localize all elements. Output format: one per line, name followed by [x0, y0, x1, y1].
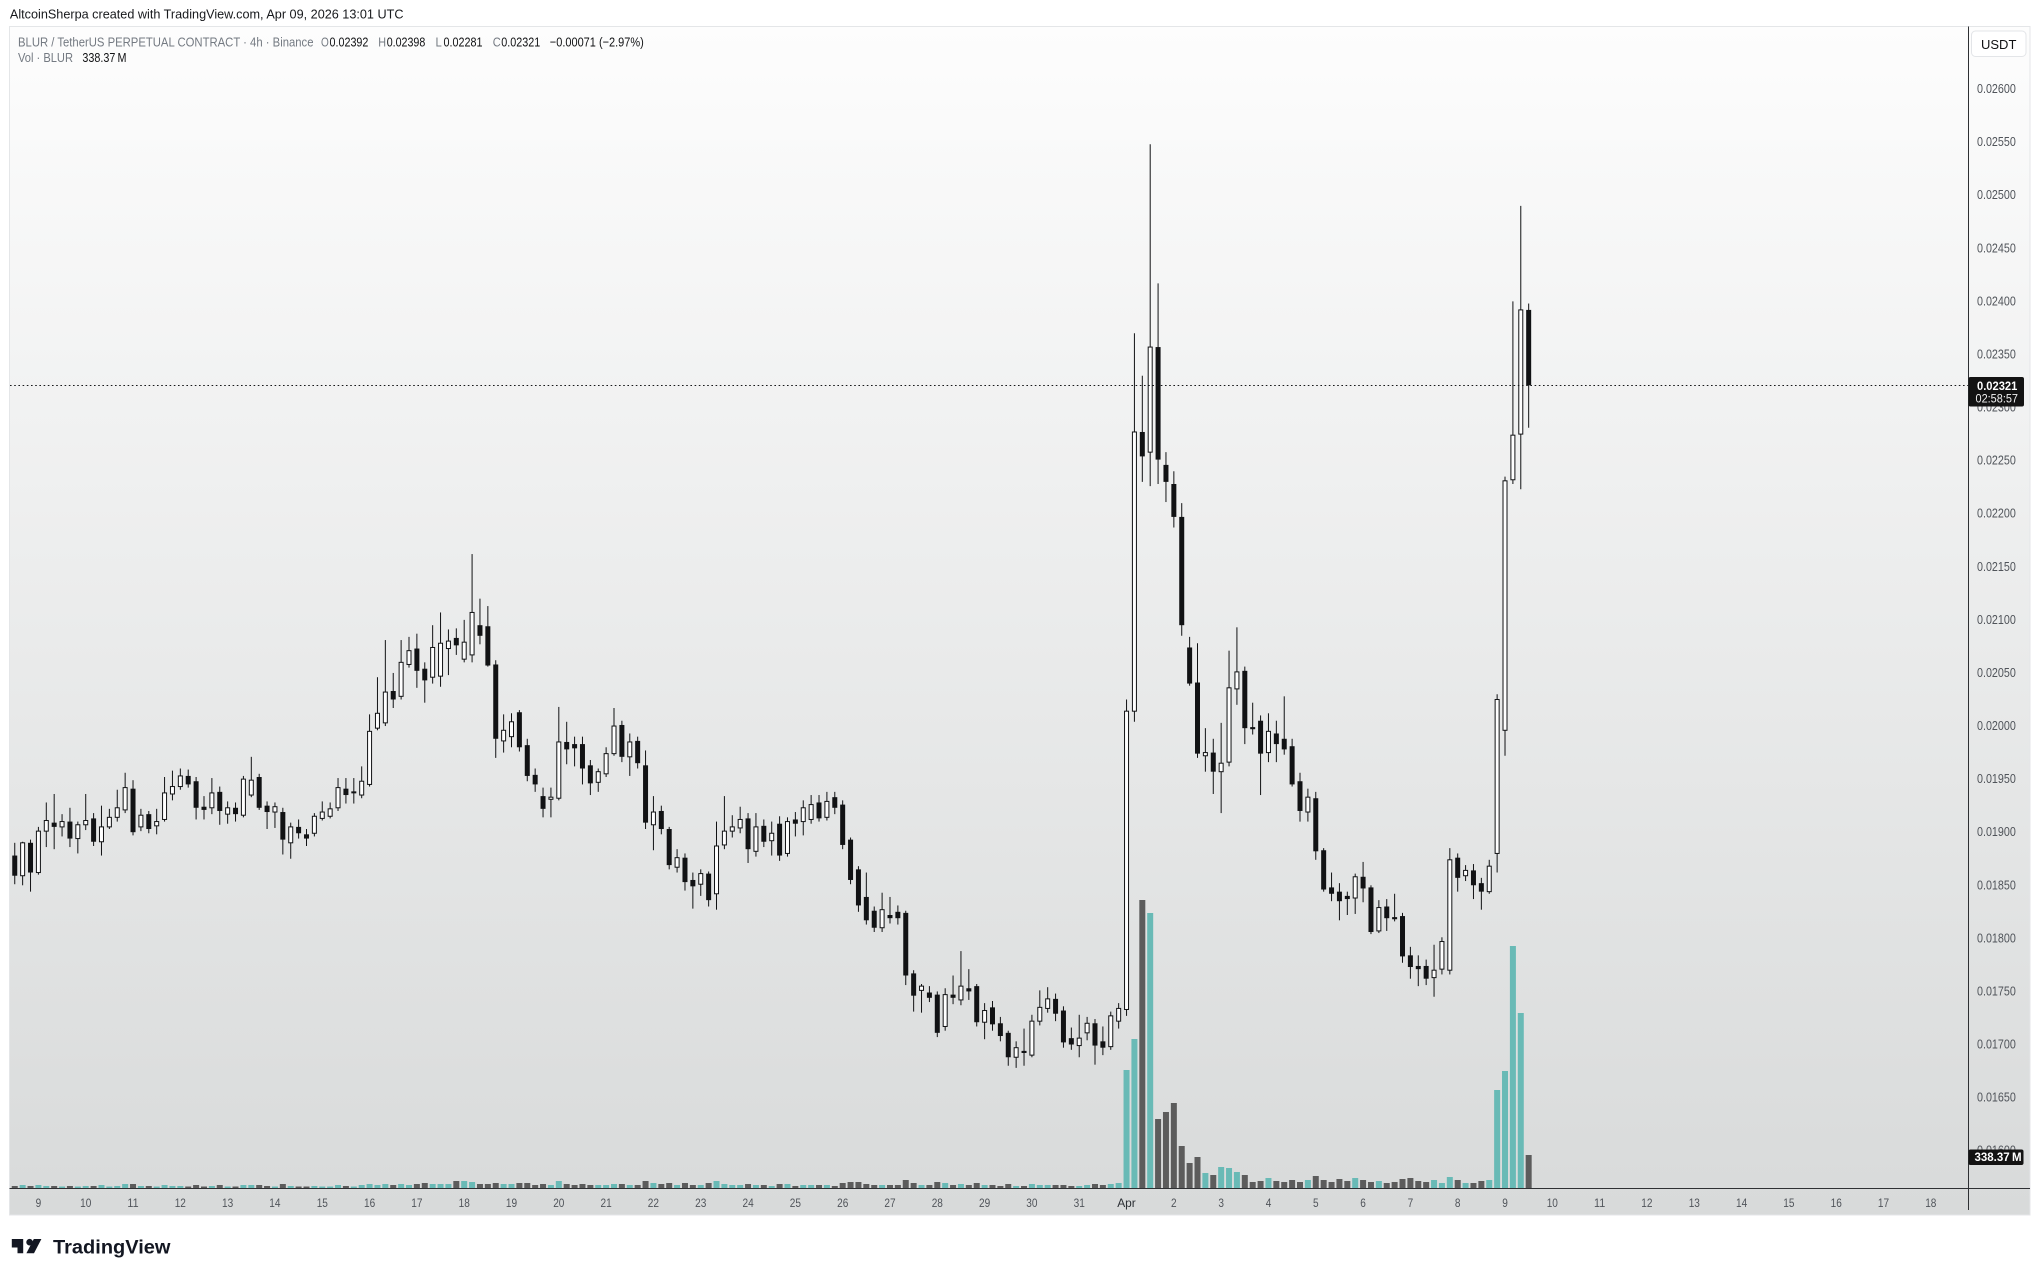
svg-text:0.02398: 0.02398 — [387, 35, 426, 50]
svg-text:15: 15 — [1783, 1196, 1794, 1210]
svg-text:18: 18 — [459, 1196, 470, 1210]
svg-text:0.01950: 0.01950 — [1977, 772, 2016, 786]
svg-text:27: 27 — [884, 1196, 895, 1210]
svg-text:30: 30 — [1026, 1196, 1037, 1210]
svg-text:0.01800: 0.01800 — [1977, 931, 2016, 945]
svg-text:C: C — [493, 35, 501, 50]
svg-text:0.01650: 0.01650 — [1977, 1091, 2016, 1105]
svg-text:14: 14 — [1736, 1196, 1747, 1210]
svg-text:3: 3 — [1218, 1196, 1224, 1210]
svg-text:14: 14 — [269, 1196, 280, 1210]
svg-text:29: 29 — [979, 1196, 990, 1210]
svg-text:9: 9 — [36, 1196, 42, 1210]
svg-text:L: L — [436, 35, 442, 50]
svg-text:19: 19 — [506, 1196, 517, 1210]
svg-text:12: 12 — [1641, 1196, 1652, 1210]
svg-text:0.01900: 0.01900 — [1977, 825, 2016, 839]
svg-text:0.02392: 0.02392 — [330, 35, 369, 50]
svg-text:USDT: USDT — [1981, 37, 2016, 52]
svg-text:13: 13 — [222, 1196, 233, 1210]
svg-text:0.02400: 0.02400 — [1977, 294, 2016, 308]
svg-text:4: 4 — [1266, 1196, 1272, 1210]
svg-text:11: 11 — [127, 1196, 138, 1210]
svg-text:O: O — [321, 35, 329, 50]
svg-text:0.02050: 0.02050 — [1977, 666, 2016, 680]
svg-text:15: 15 — [317, 1196, 328, 1210]
svg-text:338.37 M: 338.37 M — [1975, 1152, 2022, 1164]
svg-text:11: 11 — [1594, 1196, 1605, 1210]
svg-text:0.02450: 0.02450 — [1977, 241, 2016, 255]
svg-text:26: 26 — [837, 1196, 848, 1210]
svg-text:Apr: Apr — [1117, 1196, 1136, 1210]
svg-text:21: 21 — [601, 1196, 612, 1210]
svg-text:22: 22 — [648, 1196, 659, 1210]
svg-text:0.02350: 0.02350 — [1977, 348, 2016, 362]
svg-text:5: 5 — [1313, 1196, 1319, 1210]
svg-text:31: 31 — [1074, 1196, 1085, 1210]
svg-text:0.02250: 0.02250 — [1977, 454, 2016, 468]
svg-text:17: 17 — [411, 1196, 422, 1210]
svg-text:0.01750: 0.01750 — [1977, 984, 2016, 998]
svg-text:23: 23 — [695, 1196, 706, 1210]
svg-text:12: 12 — [175, 1196, 186, 1210]
svg-text:6: 6 — [1360, 1196, 1366, 1210]
svg-text:10: 10 — [1547, 1196, 1558, 1210]
svg-text:28: 28 — [932, 1196, 943, 1210]
svg-text:0.01850: 0.01850 — [1977, 878, 2016, 892]
svg-text:17: 17 — [1878, 1196, 1889, 1210]
svg-text:Vol · BLUR: Vol · BLUR — [18, 50, 73, 65]
svg-text:16: 16 — [1831, 1196, 1842, 1210]
svg-text:0.02000: 0.02000 — [1977, 719, 2016, 733]
svg-text:0.02321: 0.02321 — [501, 35, 540, 50]
svg-text:10: 10 — [80, 1196, 91, 1210]
svg-text:BLUR / TetherUS PERPETUAL CONT: BLUR / TetherUS PERPETUAL CONTRACT · 4h … — [18, 35, 314, 50]
svg-text:7: 7 — [1408, 1196, 1414, 1210]
svg-text:0.01700: 0.01700 — [1977, 1038, 2016, 1052]
svg-text:9: 9 — [1502, 1196, 1508, 1210]
svg-text:24: 24 — [743, 1196, 754, 1210]
svg-text:0.02100: 0.02100 — [1977, 613, 2016, 627]
svg-text:0.02321: 0.02321 — [1977, 379, 2018, 393]
svg-text:0.02150: 0.02150 — [1977, 560, 2016, 574]
svg-text:0.02200: 0.02200 — [1977, 507, 2016, 521]
svg-text:−0.00071 (−2.97%): −0.00071 (−2.97%) — [550, 35, 644, 50]
svg-text:0.02550: 0.02550 — [1977, 135, 2016, 149]
svg-text:0.02600: 0.02600 — [1977, 82, 2016, 96]
svg-text:02:58:57: 02:58:57 — [1976, 394, 2019, 406]
svg-text:16: 16 — [364, 1196, 375, 1210]
svg-text:13: 13 — [1689, 1196, 1700, 1210]
svg-text:20: 20 — [553, 1196, 564, 1210]
svg-text:2: 2 — [1171, 1196, 1177, 1210]
svg-text:8: 8 — [1455, 1196, 1461, 1210]
svg-text:0.02500: 0.02500 — [1977, 188, 2016, 202]
svg-text:H: H — [378, 35, 386, 50]
svg-text:0.02281: 0.02281 — [444, 35, 483, 50]
svg-text:338.37 M: 338.37 M — [82, 50, 126, 65]
svg-text:18: 18 — [1925, 1196, 1936, 1210]
svg-text:AltcoinSherpa created with Tra: AltcoinSherpa created with TradingView.c… — [10, 7, 404, 22]
svg-text:TradingView: TradingView — [53, 1237, 171, 1259]
svg-text:25: 25 — [790, 1196, 801, 1210]
